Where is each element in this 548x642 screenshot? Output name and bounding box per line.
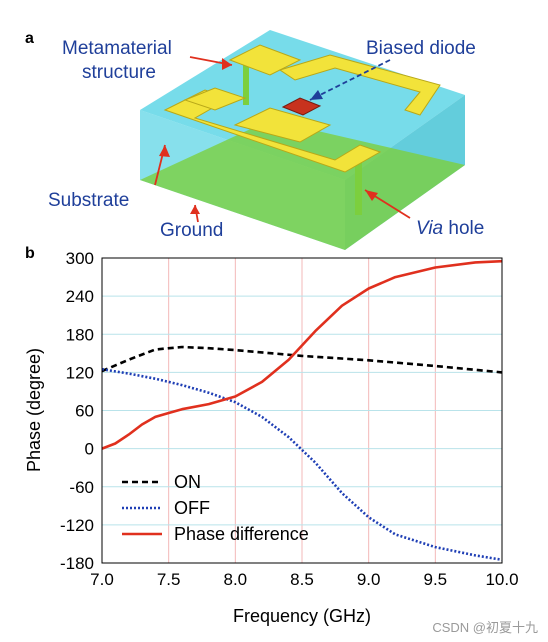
x-tick-label: 10.0	[485, 570, 518, 589]
x-tick-label: 7.5	[157, 570, 181, 589]
y-tick-label: 240	[66, 287, 94, 306]
plot-frame	[101, 257, 503, 564]
series-phase-difference-line	[101, 259, 503, 450]
callout-substrate: Substrate	[48, 190, 130, 211]
callout-metamaterial-line1: Metamaterial	[62, 38, 172, 59]
chart-series	[101, 259, 503, 562]
callout-ground: Ground	[160, 220, 224, 241]
y-tick-label: 0	[85, 440, 94, 459]
y-tick-label: 60	[75, 402, 94, 421]
x-axis-label: Frequency (GHz)	[233, 606, 371, 626]
y-tick-label: -180	[60, 554, 94, 573]
y-tick-label: 300	[66, 249, 94, 268]
legend-label-diff: Phase difference	[174, 524, 309, 544]
biased-diode	[281, 97, 322, 116]
metal-patch-lower-left	[183, 87, 247, 111]
legend-label-off: OFF	[174, 498, 210, 518]
callout-biased-diode: Biased diode	[366, 38, 476, 59]
x-tick-label: 9.0	[357, 570, 381, 589]
y-tick-label: -60	[69, 478, 94, 497]
arrow-diode	[309, 59, 391, 101]
x-tick-label: 9.5	[424, 570, 448, 589]
metamaterial-schematic	[140, 30, 465, 250]
y-axis-label: Phase (degree)	[24, 348, 44, 472]
metal-patch-center	[233, 107, 332, 143]
x-tick-label: 7.0	[90, 570, 114, 589]
x-tick-label: 8.5	[290, 570, 314, 589]
phase-chart: 7.0 7.5 8.0 8.5 9.0 9.5 10.0 300 240 180 120 60 0 -60…	[24, 249, 519, 626]
chart-grid	[101, 257, 503, 564]
metal-patch-upper	[228, 44, 302, 76]
watermark: CSDN @初夏十九	[432, 620, 538, 635]
panel-a-label: a	[25, 30, 34, 47]
y-tick-label: -120	[60, 516, 94, 535]
callout-via-hole: Via hole	[416, 218, 484, 240]
legend-label-on: ON	[174, 472, 201, 492]
via-left	[243, 60, 249, 105]
via-right	[355, 160, 362, 215]
y-tick-label: 180	[66, 325, 94, 344]
series-on-line	[101, 345, 503, 374]
metal-trace-upper-loop	[278, 54, 441, 116]
series-off-line	[101, 367, 503, 562]
callout-via-rest: hole	[443, 218, 485, 239]
legend: ON OFF Phase difference	[122, 472, 309, 544]
ground-plane	[140, 120, 465, 250]
callout-metamaterial-line2: structure	[82, 62, 156, 83]
panel-b-label: b	[25, 245, 35, 262]
x-tick-label: 8.0	[224, 570, 248, 589]
y-tick-label: 120	[66, 363, 94, 382]
callout-via-italic: Via	[416, 218, 444, 239]
chart-ticks: 7.0 7.5 8.0 8.5 9.0 9.5 10.0 300 240 180 120 60 0 -60…	[60, 249, 519, 589]
